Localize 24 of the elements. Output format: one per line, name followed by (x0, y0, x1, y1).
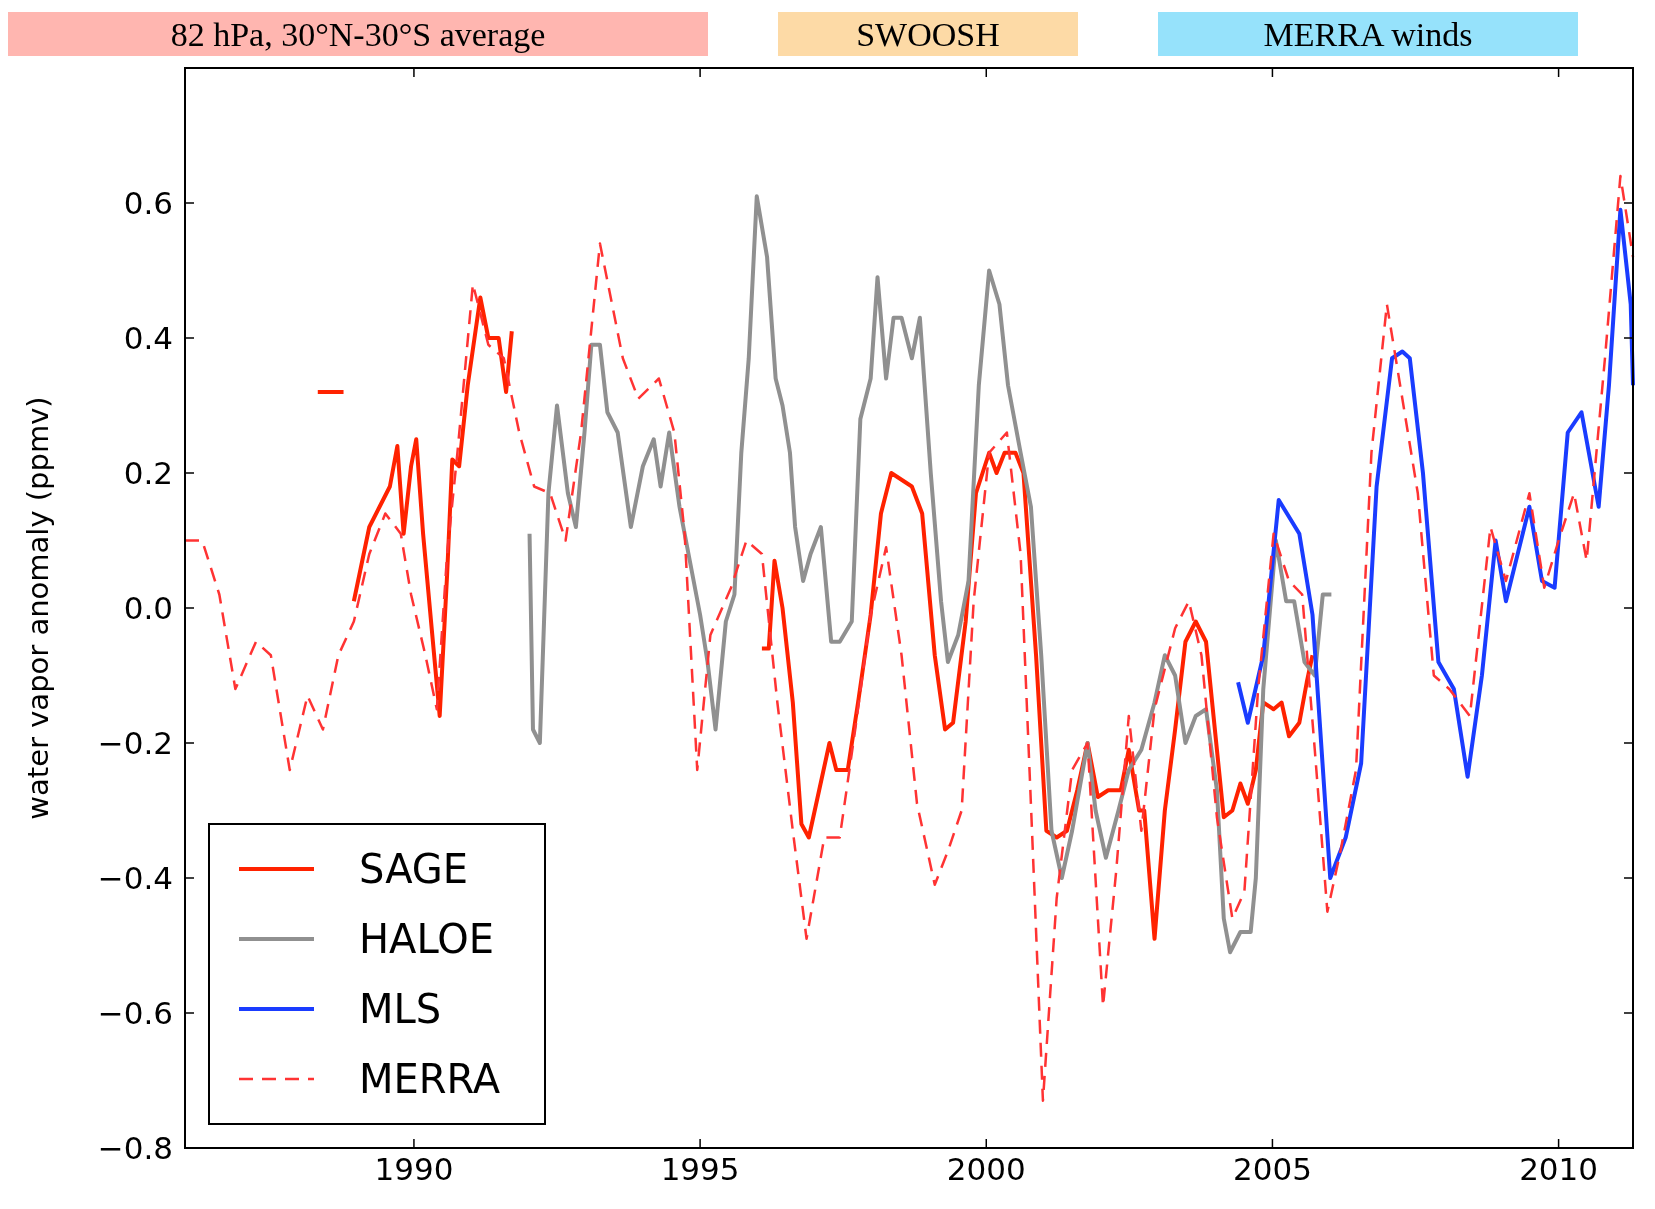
y-tick-label: −0.6 (97, 994, 173, 1031)
y-axis-title: water vapor anomaly (ppmv) (21, 396, 55, 820)
y-tick-label: 0.6 (123, 184, 173, 221)
x-tick-label: 1995 (660, 1151, 740, 1187)
legend-label: HALOE (359, 916, 495, 962)
y-tick-label: −0.2 (97, 724, 173, 761)
x-tick-label: 1990 (374, 1151, 454, 1187)
legend-label: MERRA (359, 1056, 501, 1102)
text: MERRA winds (1263, 16, 1473, 53)
line-series (183, 174, 1635, 1102)
y-tick-label: 0.4 (123, 319, 173, 356)
y-tick-label: 0.2 (123, 454, 173, 491)
text: SWOOSH (856, 16, 1000, 53)
y-tick-label: −0.4 (97, 859, 173, 896)
text: 82 hPa, 30°N-30°S average (170, 16, 546, 53)
legend-label: SAGE (359, 846, 469, 892)
legend-label: MLS (359, 986, 442, 1032)
x-tick-label: 2000 (946, 1151, 1026, 1187)
line-series (527, 194, 1334, 955)
x-tick-label: 2005 (1232, 1151, 1312, 1187)
y-tick-label: −0.8 (97, 1129, 173, 1166)
y-tick-label: 0.0 (123, 589, 173, 626)
line-series (1236, 207, 1635, 880)
x-tick-label: 2010 (1519, 1151, 1599, 1187)
